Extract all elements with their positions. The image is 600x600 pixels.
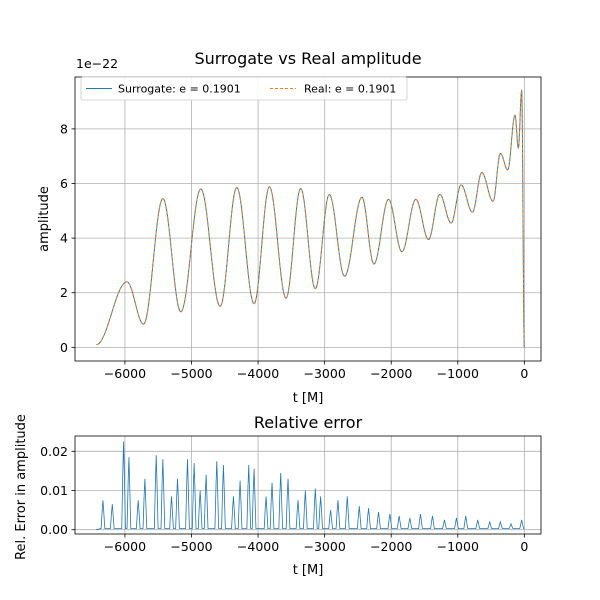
amplitude-y-tick-label: 2 xyxy=(60,285,68,300)
series-real-line xyxy=(96,89,525,348)
amplitude-x-tick-label: −1000 xyxy=(437,366,479,381)
amplitude-grid xyxy=(75,77,541,361)
amplitude-x-tick-label: −6000 xyxy=(104,366,146,381)
amplitude-chart-title: Surrogate vs Real amplitude xyxy=(194,49,421,68)
amplitude-x-tick-label: −4000 xyxy=(237,366,279,381)
relative-error-x-tick-label: −1000 xyxy=(437,539,479,554)
amplitude-y-tick-label: 4 xyxy=(60,231,68,246)
relative-error-line xyxy=(96,441,525,531)
relative-error-x-tick-label: 0 xyxy=(520,539,528,554)
amplitude-x-axis-label: t [M] xyxy=(293,391,324,406)
relative-error-series xyxy=(96,441,525,531)
amplitude-x-tick-label: −3000 xyxy=(303,366,345,381)
relative-error-axes: −6000 −5000 −4000 −3000 −2000 −1000 0 0.00 0.01 0… xyxy=(14,413,542,578)
relative-error-y-tick-label: 0.02 xyxy=(40,444,68,459)
relative-error-x-tick-label: −2000 xyxy=(370,539,412,554)
relative-error-plot-area xyxy=(75,436,541,534)
amplitude-series xyxy=(96,88,525,348)
relative-error-y-axis-label: Rel. Error in amplitude xyxy=(14,414,29,560)
relative-error-x-tick-label: −6000 xyxy=(104,539,146,554)
legend: Surrogate: e = 0.1901 Real: e = 0.1901 xyxy=(80,76,408,101)
amplitude-y-axis-label: amplitude xyxy=(37,186,52,252)
relative-error-axes-frame xyxy=(74,435,542,535)
amplitude-x-tick-label: −2000 xyxy=(370,366,412,381)
amplitude-y-tick-label: 0 xyxy=(60,340,68,355)
relative-error-chart-title: Relative error xyxy=(254,413,363,432)
amplitude-plot-area xyxy=(75,77,541,361)
legend-box xyxy=(80,76,408,101)
legend-label-real: Real: e = 0.1901 xyxy=(304,83,396,96)
amplitude-axes: −6000 −5000 −4000 −3000 −2000 −1000 0 0 2 4 6 8 Sur… xyxy=(37,49,542,406)
relative-error-ticks: −6000 −5000 −4000 −3000 −2000 −1000 0 0.00 0.01 0… xyxy=(40,444,528,554)
amplitude-y-tick-label: 6 xyxy=(60,176,68,191)
amplitude-x-tick-label: −5000 xyxy=(170,366,212,381)
relative-error-grid xyxy=(75,436,541,534)
amplitude-ticks: −6000 −5000 −4000 −3000 −2000 −1000 0 0 2 4 6 8 xyxy=(60,121,528,381)
relative-error-y-tick-label: 0.01 xyxy=(40,483,68,498)
relative-error-y-tick-label: 0.00 xyxy=(40,522,68,537)
relative-error-x-tick-label: −5000 xyxy=(170,539,212,554)
amplitude-x-tick-label: 0 xyxy=(520,366,528,381)
relative-error-x-axis-label: t [M] xyxy=(293,563,324,578)
amplitude-y-tick-label: 8 xyxy=(60,121,68,136)
relative-error-x-tick-label: −3000 xyxy=(303,539,345,554)
legend-label-surrogate: Surrogate: e = 0.1901 xyxy=(118,83,241,96)
relative-error-x-tick-label: −4000 xyxy=(237,539,279,554)
amplitude-y-offset-label: 1e−22 xyxy=(76,56,118,71)
